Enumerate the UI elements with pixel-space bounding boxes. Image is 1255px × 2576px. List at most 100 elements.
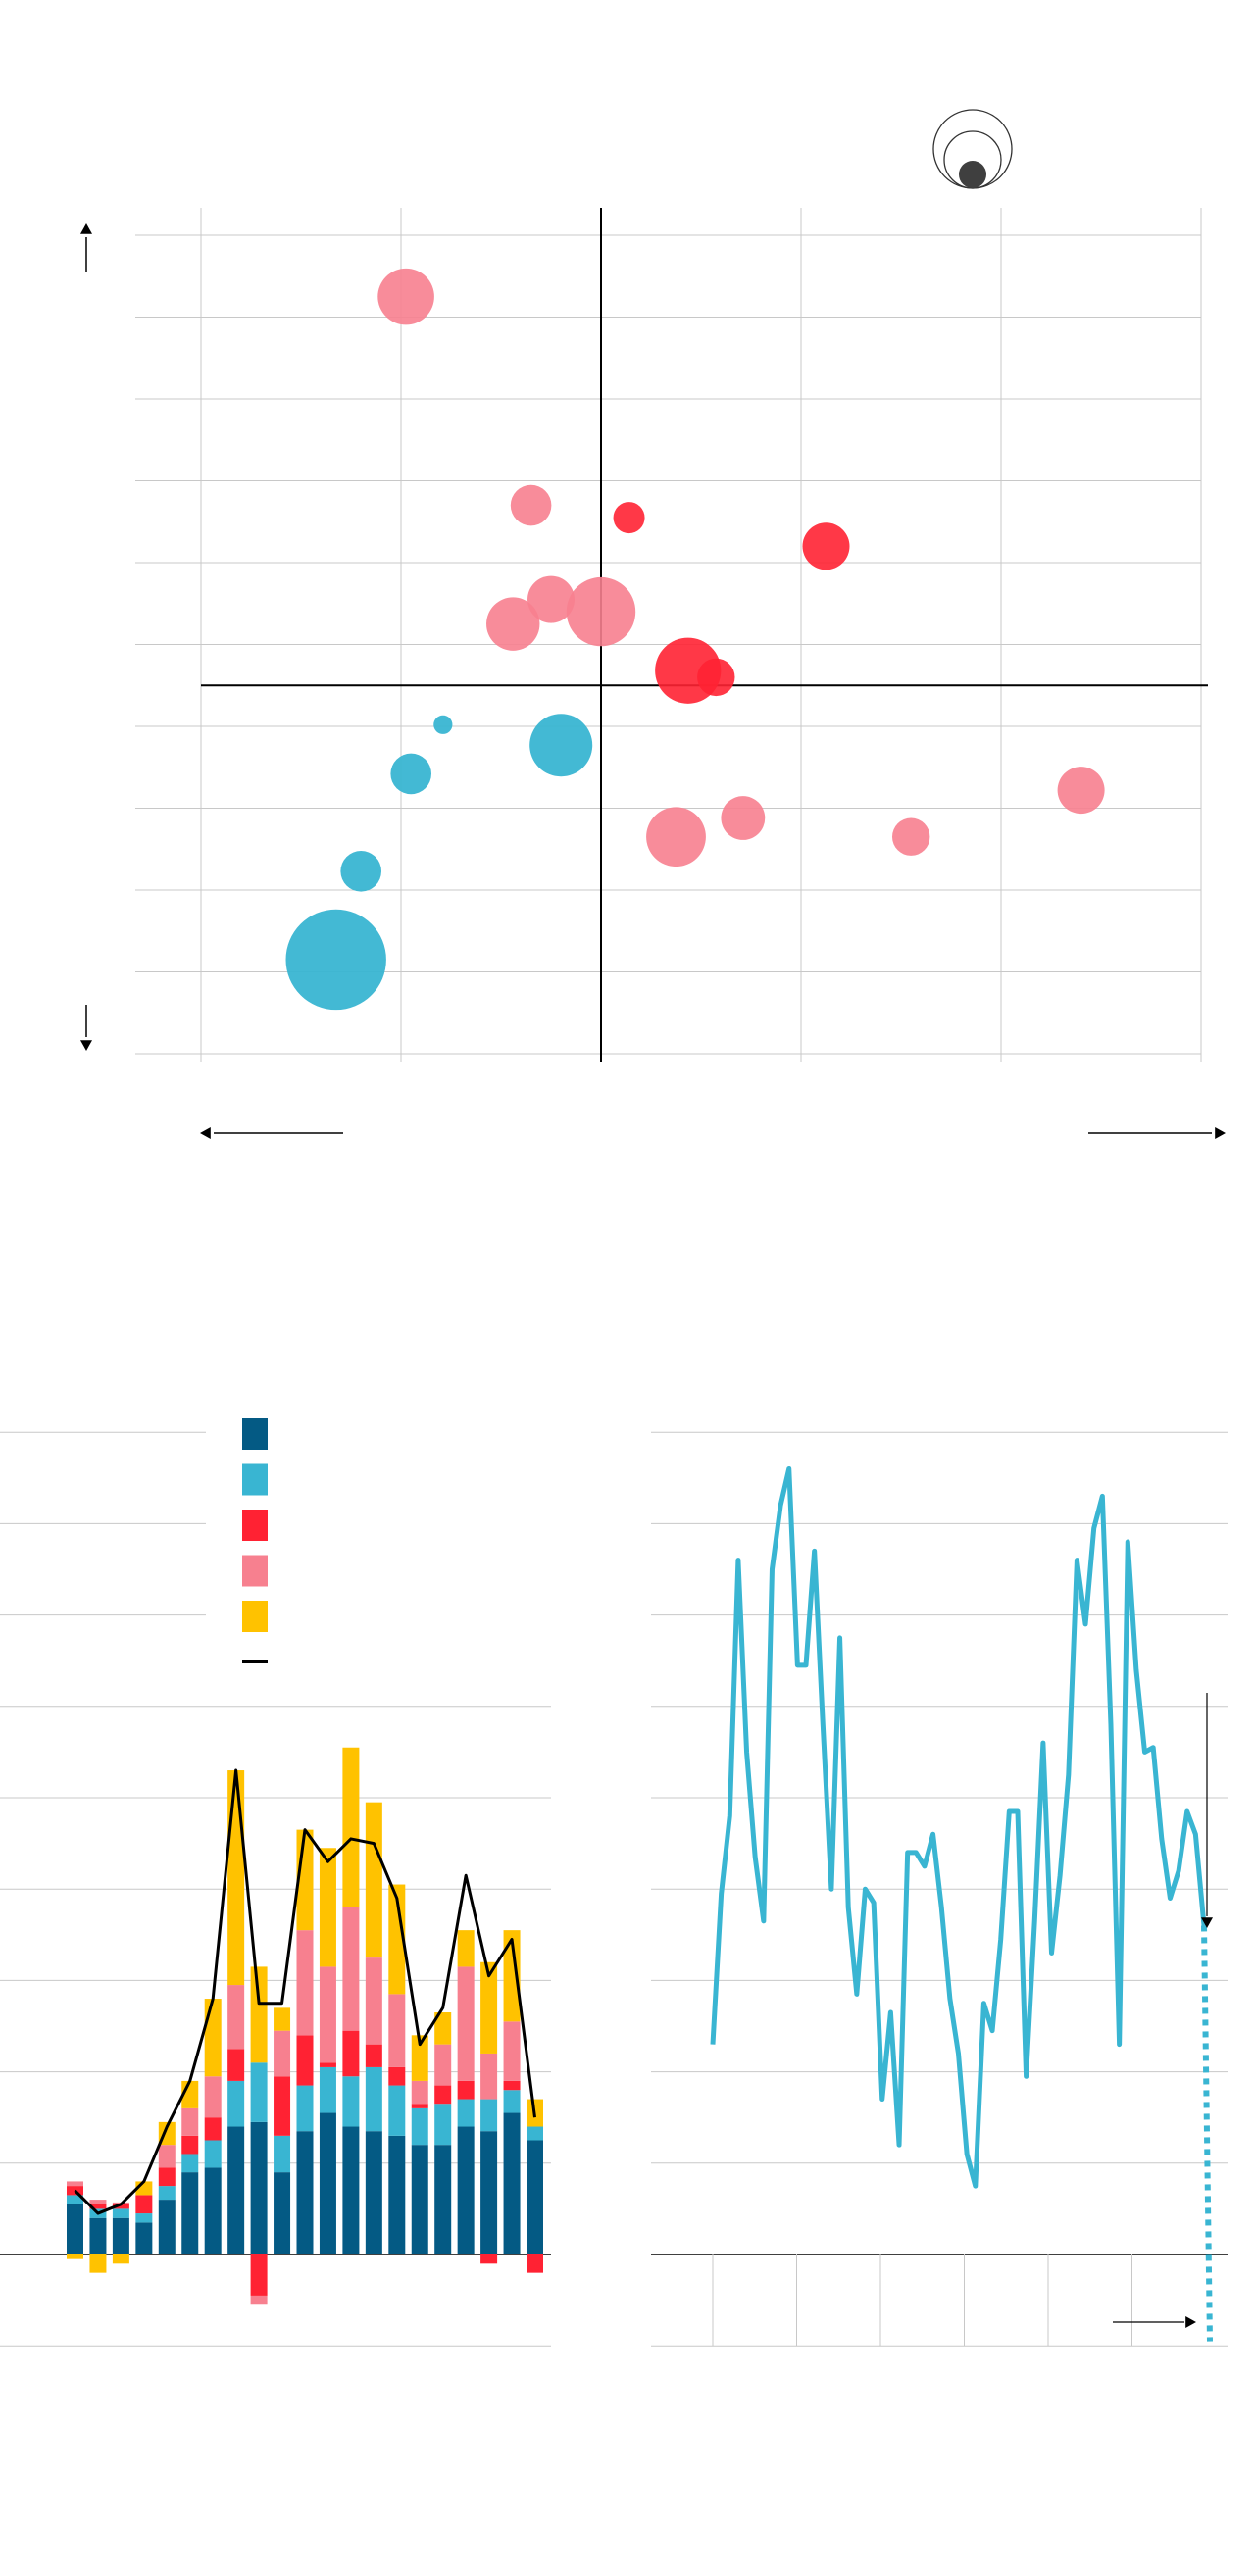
bar-segment <box>135 2213 153 2223</box>
bar-segment <box>411 2104 428 2108</box>
bar-segment <box>527 2140 543 2254</box>
bar-segment <box>342 2076 360 2127</box>
bar-segment <box>434 2104 452 2146</box>
bar-segment <box>274 2076 291 2136</box>
scatter-bubble <box>285 909 386 1011</box>
bar-segment <box>480 2053 498 2100</box>
bar-segment <box>296 2131 314 2254</box>
bar-segment <box>250 2295 268 2305</box>
bar-segment <box>158 2167 176 2187</box>
bar-segment <box>342 1747 360 1907</box>
bar-segment <box>112 2254 129 2264</box>
bar-segment <box>250 2121 268 2254</box>
bar-segment <box>480 2099 498 2132</box>
bar-segment <box>411 2107 428 2146</box>
scatter-bubble <box>892 817 930 856</box>
scatter-bubble <box>527 575 575 623</box>
bar-total-line <box>74 1768 536 2215</box>
bar-segment <box>227 2080 245 2127</box>
bar-segment <box>181 2154 199 2173</box>
bar-segment <box>67 2254 83 2259</box>
bar-segment <box>388 1884 406 1995</box>
bar-segment <box>296 2085 314 2132</box>
bar-segment <box>204 2117 222 2141</box>
bar-segment <box>434 2145 452 2254</box>
bar-segment <box>527 2126 543 2141</box>
bar-segment <box>388 2085 406 2136</box>
scatter-bubble <box>486 597 540 651</box>
bar-segment <box>158 2200 176 2254</box>
bar-segment <box>527 2254 543 2273</box>
bar-segment <box>181 2135 199 2155</box>
line-projection-dotted <box>1201 1925 1213 2342</box>
bar-segment <box>112 2204 129 2209</box>
arrow-up-icon <box>80 223 92 234</box>
legend-swatch <box>242 1463 268 1496</box>
bar-segment <box>319 1966 336 2063</box>
bar-segment <box>388 2066 406 2086</box>
bar-segment <box>365 2131 382 2254</box>
bar-segment <box>274 2007 291 2031</box>
bar-segment <box>503 2112 521 2254</box>
line-series <box>710 1465 1207 2189</box>
bar-segment <box>457 2099 475 2127</box>
line-arrow-down-icon <box>1201 1917 1213 1928</box>
bar-segment <box>112 2217 129 2254</box>
bar-segment <box>503 2021 521 2081</box>
scatter-bubble <box>529 714 593 777</box>
bar-segment <box>480 2254 498 2264</box>
bar-segment <box>158 2145 176 2168</box>
bar-segment <box>342 2126 360 2254</box>
bar-segment <box>388 2135 406 2254</box>
bar-segment <box>434 2012 452 2045</box>
bar-segment <box>319 1848 336 1967</box>
bar-segment <box>296 2035 314 2086</box>
bar-segment <box>274 2172 291 2254</box>
bar-segment <box>204 2140 222 2168</box>
scatter-bubble <box>566 576 636 647</box>
scatter-bubble <box>377 268 434 325</box>
bar-segment <box>158 2186 176 2201</box>
bar-segment <box>227 1985 245 2050</box>
bar-segment <box>296 1930 314 2036</box>
bar-segment <box>342 1907 360 2031</box>
bar-segment <box>181 2172 199 2254</box>
scatter-bubble <box>433 715 453 734</box>
bar-segment <box>250 2062 268 2122</box>
bar-segment <box>457 1966 475 2081</box>
bar-segment <box>457 2080 475 2100</box>
bar-segment <box>457 2126 475 2254</box>
bar-segment <box>434 2044 452 2086</box>
bar-segment <box>181 2107 199 2136</box>
bar-segment <box>319 2062 336 2067</box>
scatter-bubble <box>510 484 552 526</box>
bar-segment <box>388 1994 406 2067</box>
bar-segment <box>411 2035 428 2081</box>
bar-segment <box>503 2090 521 2113</box>
scatter-bubble <box>646 807 706 867</box>
size-legend-small-circle <box>959 161 986 188</box>
bar-segment <box>204 2167 222 2254</box>
legend-swatch <box>242 1510 268 1541</box>
bar-segment <box>365 2044 382 2067</box>
scatter-bubble <box>697 658 735 697</box>
arrow-right-icon <box>1215 1127 1226 1139</box>
bar-segment <box>204 2076 222 2118</box>
bar-segment <box>89 2200 107 2204</box>
arrow-left-icon <box>200 1127 211 1139</box>
bar-segment <box>434 2085 452 2105</box>
bar-segment <box>503 2080 521 2091</box>
bar-segment <box>457 1930 475 1967</box>
bar-segment <box>227 2049 245 2081</box>
bar-segment <box>342 2030 360 2077</box>
scatter-bubble <box>613 502 645 534</box>
bar-segment <box>319 2066 336 2113</box>
bar-segment <box>89 2217 107 2254</box>
line-arrow-right-icon <box>1185 2316 1196 2328</box>
bar-segment <box>67 2181 83 2187</box>
bar-segment <box>67 2204 83 2254</box>
bar-segment <box>319 2112 336 2254</box>
arrow-down-icon <box>80 1040 92 1051</box>
scatter-bubble <box>802 522 850 570</box>
